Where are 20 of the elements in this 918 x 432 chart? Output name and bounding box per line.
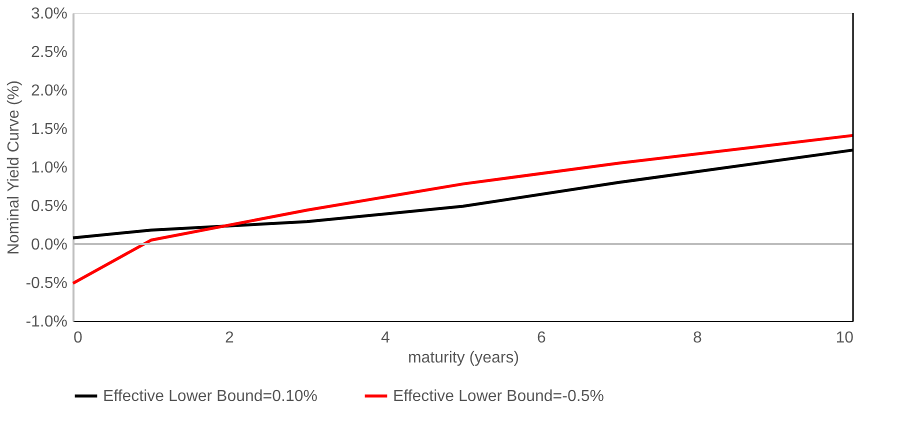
y-tick-label: 0.0%: [31, 236, 68, 254]
y-tick-label: 1.0%: [31, 160, 68, 176]
x-tick-label: 8: [693, 330, 702, 346]
x-tick-label: 10: [836, 330, 854, 346]
y-tick-label: 0.5%: [31, 198, 68, 215]
y-tick-label: 3.0%: [31, 6, 68, 22]
x-axis-title: maturity (years): [408, 350, 520, 366]
x-tick-label: 4: [381, 330, 390, 346]
x-tick-label: 6: [537, 330, 546, 346]
y-axis-title: Nominal Yield Curve (%): [6, 80, 23, 255]
x-tick-label: 0: [74, 330, 82, 346]
legend-label: Effective Lower Bound=0.10%: [103, 388, 318, 405]
y-tick-label: 2.0%: [31, 82, 68, 100]
y-tick-label: 1.5%: [31, 121, 68, 138]
legend-label: Effective Lower Bound=-0.5%: [393, 388, 604, 405]
x-tick-label: 2: [225, 330, 234, 346]
line-series: [72, 134, 854, 285]
y-tick-label: 2.5%: [31, 44, 68, 61]
y-tick-label: -1.0%: [26, 314, 68, 330]
y-tick-label: -0.5%: [26, 275, 68, 292]
